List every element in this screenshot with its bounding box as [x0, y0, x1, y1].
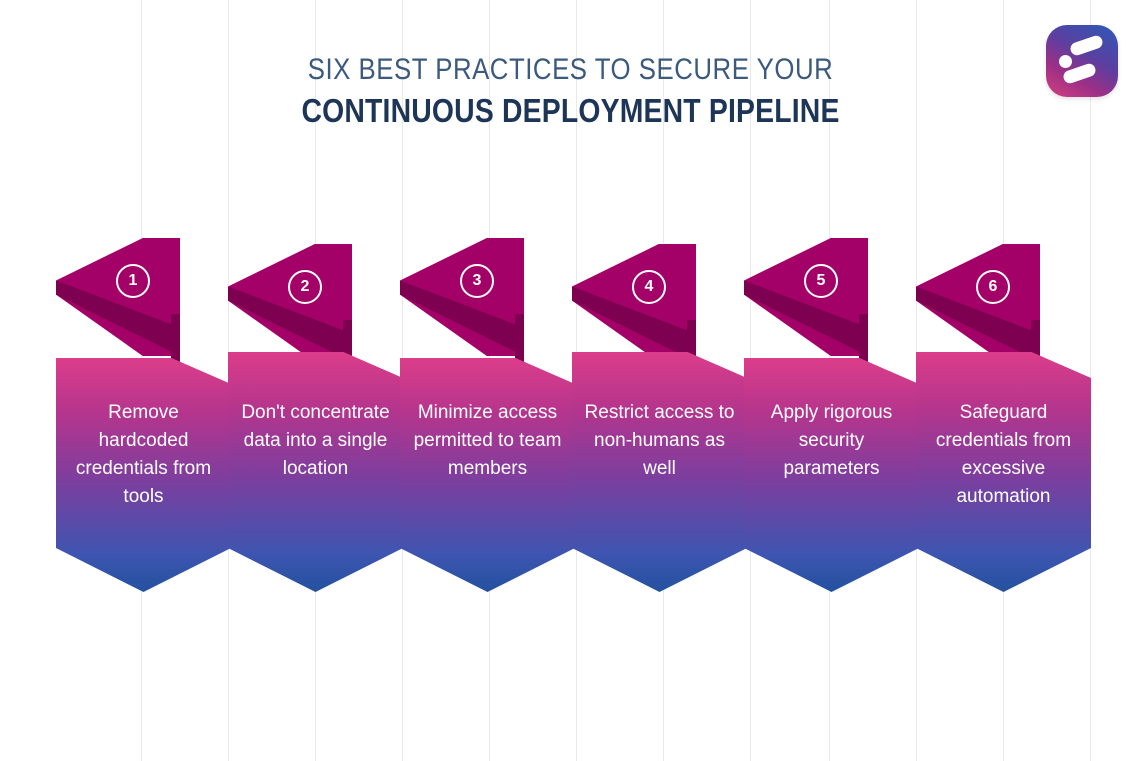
card-label: Remove hardcoded credentials from tools [75, 402, 212, 507]
card-number-badge: 3 [460, 264, 494, 298]
card-label: Restrict access to non-humans as well [584, 402, 735, 479]
card-number-badge: 5 [804, 264, 838, 298]
card-body [744, 358, 919, 592]
card-label: Minimize access permitted to team member… [413, 402, 562, 479]
logo-tile [1046, 25, 1118, 97]
card-label: Safeguard credentials from excessive aut… [935, 402, 1072, 507]
card-fold-edge [1031, 320, 1040, 370]
card-body [56, 358, 231, 592]
card-fold-edge [687, 320, 696, 370]
card-label: Apply rigorous security parameters [770, 402, 893, 479]
card-fold-edge [171, 314, 180, 376]
title-line-1: SIX BEST PRACTICES TO SECURE YOUR [307, 53, 834, 86]
logo-bar-top-icon [1068, 33, 1105, 58]
title-line-2: CONTINUOUS DEPLOYMENT PIPELINE [301, 91, 840, 129]
card-number-badge: 2 [288, 270, 322, 304]
card-number-badge: 6 [976, 270, 1010, 304]
card-fold-edge [859, 314, 868, 376]
card-fold-edge [515, 314, 524, 376]
card-body [916, 352, 1091, 592]
card-number-badge: 1 [116, 264, 150, 298]
card-label: Don't concentrate data into a single loc… [241, 402, 390, 479]
logo-dot-icon [1059, 55, 1072, 68]
brand-logo[interactable] [1046, 25, 1118, 97]
card-body [400, 358, 575, 592]
page-title: SIX BEST PRACTICES TO SECURE YOUR CONTIN… [0, 54, 1141, 130]
card-fold-edge [343, 320, 352, 370]
card-body [572, 352, 747, 592]
card-number-badge: 4 [632, 270, 666, 304]
card-body [228, 352, 403, 592]
